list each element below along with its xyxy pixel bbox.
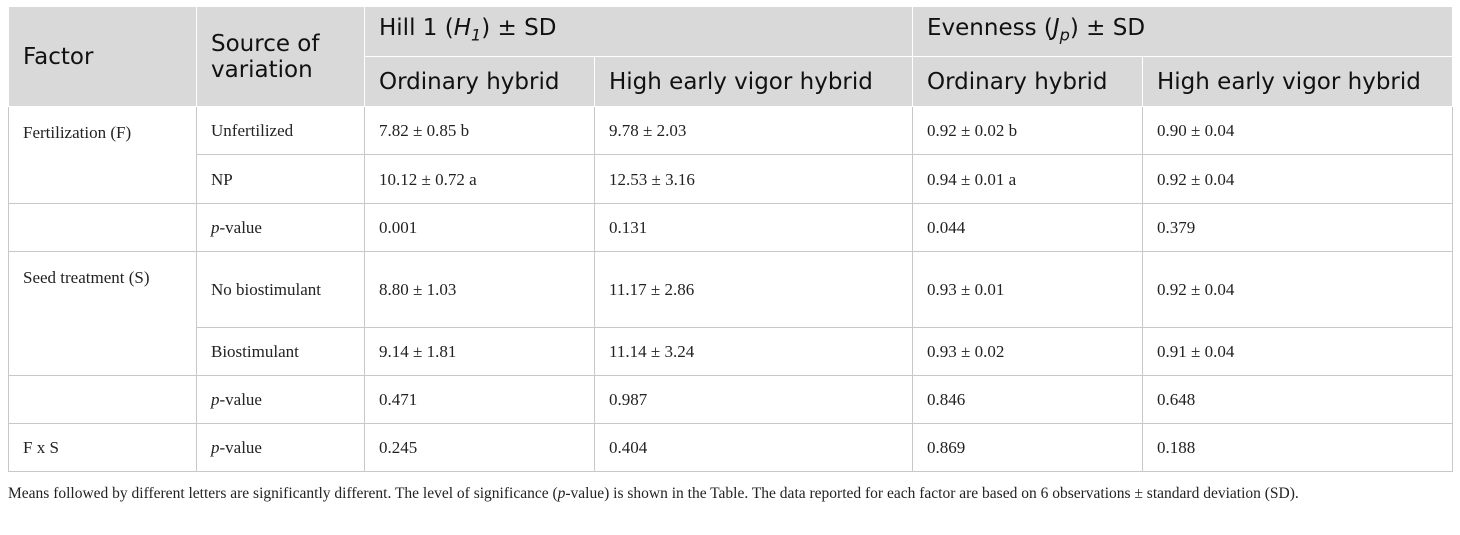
value-cell: 0.93 ± 0.02 <box>912 327 1143 376</box>
table-footnote: Means followed by different letters are … <box>8 485 1299 502</box>
value-cell: 10.12 ± 0.72 a <box>364 154 595 204</box>
value-cell: 12.53 ± 3.16 <box>594 154 913 204</box>
value-cell: 0.188 <box>1142 423 1453 472</box>
header-source-of-variation: Source of variation <box>196 6 365 107</box>
value-cell: 0.987 <box>594 375 913 424</box>
header-hill-high-vigor: High early vigor hybrid <box>594 56 913 107</box>
value-cell: 0.379 <box>1142 203 1453 252</box>
value-cell: 0.92 ± 0.04 <box>1142 251 1453 328</box>
source-cell: p-value <box>196 203 365 252</box>
value-cell: 0.245 <box>364 423 595 472</box>
value-cell: 7.82 ± 0.85 b <box>364 106 595 155</box>
table-row: NP 10.12 ± 0.72 a 12.53 ± 3.16 0.94 ± 0.… <box>9 154 1453 204</box>
factor-cell: Seed treatment (S) <box>8 251 197 376</box>
factor-cell: Fertilization (F) <box>8 106 197 204</box>
table-container: Factor Source of variation Hill 1 (H1) ±… <box>8 6 1453 472</box>
header-even-ordinary: Ordinary hybrid <box>912 56 1143 107</box>
value-cell: 0.94 ± 0.01 a <box>912 154 1143 204</box>
value-cell: 0.92 ± 0.02 b <box>912 106 1143 155</box>
value-cell: 0.648 <box>1142 375 1453 424</box>
header-hill-ordinary: Ordinary hybrid <box>364 56 595 107</box>
table-row: Seed treatment (S) No biostimulant 8.80 … <box>8 251 1453 376</box>
header-even-high-vigor: High early vigor hybrid <box>1142 56 1453 107</box>
value-cell: 0.404 <box>594 423 913 472</box>
value-cell: 0.131 <box>594 203 913 252</box>
value-cell: 0.92 ± 0.04 <box>1142 154 1453 204</box>
source-cell: NP <box>196 154 365 204</box>
source-cell: p-value <box>196 423 365 472</box>
value-cell: 11.14 ± 3.24 <box>594 327 913 376</box>
value-cell: 0.044 <box>912 203 1143 252</box>
value-cell: 9.14 ± 1.81 <box>364 327 595 376</box>
source-cell: No biostimulant <box>196 251 365 328</box>
header-evenness: Evenness (Jp) ± SD <box>912 6 1453 57</box>
value-cell: 0.471 <box>364 375 595 424</box>
source-cell: p-value <box>196 375 365 424</box>
value-cell: 9.78 ± 2.03 <box>594 106 913 155</box>
results-table: Factor Source of variation Hill 1 (H1) ±… <box>8 6 1453 472</box>
header-factor: Factor <box>8 6 197 107</box>
source-cell: Biostimulant <box>196 327 365 376</box>
value-cell: 0.846 <box>912 375 1143 424</box>
factor-cell <box>8 375 197 424</box>
factor-cell: F x S <box>8 423 197 472</box>
table-row: F x S p-value 0.245 0.404 0.869 0.188 <box>8 423 1453 472</box>
value-cell: 0.91 ± 0.04 <box>1142 327 1453 376</box>
source-cell: Unfertilized <box>196 106 365 155</box>
table-row: Biostimulant 9.14 ± 1.81 11.14 ± 3.24 0.… <box>9 327 1453 376</box>
factor-cell <box>8 203 197 252</box>
value-cell: 0.90 ± 0.04 <box>1142 106 1453 155</box>
table-row: Fertilization (F) Unfertilized 7.82 ± 0.… <box>8 106 1453 204</box>
value-cell: 0.93 ± 0.01 <box>912 251 1143 328</box>
value-cell: 11.17 ± 2.86 <box>594 251 913 328</box>
table-row: p-value 0.001 0.131 0.044 0.379 <box>8 203 1453 252</box>
table-row: p-value 0.471 0.987 0.846 0.648 <box>8 375 1453 424</box>
value-cell: 0.001 <box>364 203 595 252</box>
header-hill1: Hill 1 (H1) ± SD <box>364 6 913 57</box>
value-cell: 8.80 ± 1.03 <box>364 251 595 328</box>
value-cell: 0.869 <box>912 423 1143 472</box>
